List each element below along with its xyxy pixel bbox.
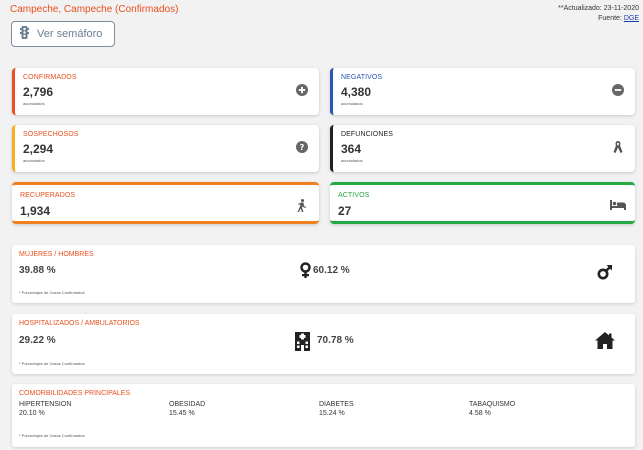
source-line: Fuente: DGE (558, 14, 639, 24)
update-info: **Actualizado: 23-11-2020 Fuente: DGE (558, 4, 639, 24)
activos-label: ACTIVOS (338, 192, 370, 199)
ambulatory-percentage: 70.78 % (317, 335, 354, 346)
defunciones-value: 364 (341, 142, 362, 156)
page-title: Campeche, Campeche (Confirmados) (10, 4, 179, 15)
activos-value: 27 (338, 204, 352, 218)
comorbidity-value: 15.24 % (319, 410, 345, 417)
comorbidity-name: DIABETES (319, 401, 354, 408)
bed-icon (609, 198, 627, 212)
confirmados-label: CONFIRMADOS (23, 74, 77, 81)
comorbidities-note: * Porcentajes de Casos Confirmados (19, 433, 85, 438)
recuperados-label: RECUPERADOS (20, 192, 76, 199)
ver-semaforo-button[interactable]: Ver semáforo (11, 21, 115, 47)
traffic-light-icon (20, 26, 29, 42)
negativos-card: NEGATIVOS 4,380 acumulados (330, 68, 635, 115)
defunciones-card: DEFUNCIONES 364 acumulados (330, 125, 635, 172)
comorbidity-name: TABAQUISMO (469, 401, 516, 408)
recuperados-card: RECUPERADOS 1,934 (12, 182, 319, 224)
sospechosos-card: SOSPECHOSOS 2,294 acumulados ? (12, 125, 319, 172)
comorbidity-value: 4.58 % (469, 410, 491, 417)
plus-circle-icon (295, 83, 309, 97)
recuperados-value: 1,934 (20, 204, 51, 218)
sospechosos-label: SOSPECHOSOS (23, 131, 79, 138)
source-prefix: Fuente: (598, 15, 624, 22)
men-percentage: 60.12 % (313, 265, 350, 276)
gender-label: MUJERES / HOMBRES (19, 251, 94, 258)
hospital-label: HOSPITALIZADOS / AMBULATORIOS (19, 320, 140, 327)
negativos-sub: acumulados (341, 101, 363, 106)
confirmados-value: 2,796 (23, 85, 54, 99)
comorbidities-panel: COMORBILIDADES PRINCIPALES HIPERTENSION … (12, 384, 635, 447)
svg-text:?: ? (300, 143, 305, 152)
confirmados-card: CONFIRMADOS 2,796 acumulados (12, 68, 319, 115)
updated-date: **Actualizado: 23-11-2020 (558, 5, 639, 12)
comorbidity-value: 15.45 % (169, 410, 195, 417)
gender-note: * Porcentajes de Casos Confirmados (19, 290, 85, 295)
comorbidities-label: COMORBILIDADES PRINCIPALES (19, 390, 131, 397)
ribbon-icon (611, 140, 625, 154)
question-circle-icon: ? (295, 140, 309, 154)
hospitalized-percentage: 29.22 % (19, 335, 56, 346)
minus-circle-icon (611, 83, 625, 97)
sospechosos-sub: acumulados (23, 158, 45, 163)
comorbidity-name: HIPERTENSION (19, 401, 72, 408)
comorbidity-value: 20.10 % (19, 410, 45, 417)
negativos-label: NEGATIVOS (341, 74, 383, 81)
defunciones-label: DEFUNCIONES (341, 131, 394, 138)
female-icon (300, 262, 311, 284)
male-icon (597, 264, 613, 285)
hospital-panel: HOSPITALIZADOS / AMBULATORIOS 29.22 % 70… (12, 314, 635, 374)
hospital-note: * Porcentajes de Casos Confirmados (19, 361, 85, 366)
ver-semaforo-label: Ver semáforo (37, 28, 103, 40)
confirmados-sub: acumulados (23, 101, 45, 106)
hospital-icon (295, 332, 310, 356)
activos-card: ACTIVOS 27 (330, 182, 635, 224)
defunciones-sub: acumulados (341, 158, 363, 163)
home-icon (595, 332, 615, 354)
comorbidity-name: OBESIDAD (169, 401, 206, 408)
walking-icon (295, 198, 309, 212)
negativos-value: 4,380 (341, 85, 372, 99)
source-link[interactable]: DGE (623, 15, 639, 22)
women-percentage: 39.88 % (19, 265, 56, 276)
gender-panel: MUJERES / HOMBRES 39.88 % 60.12 % * Porc… (12, 245, 635, 303)
sospechosos-value: 2,294 (23, 142, 54, 156)
